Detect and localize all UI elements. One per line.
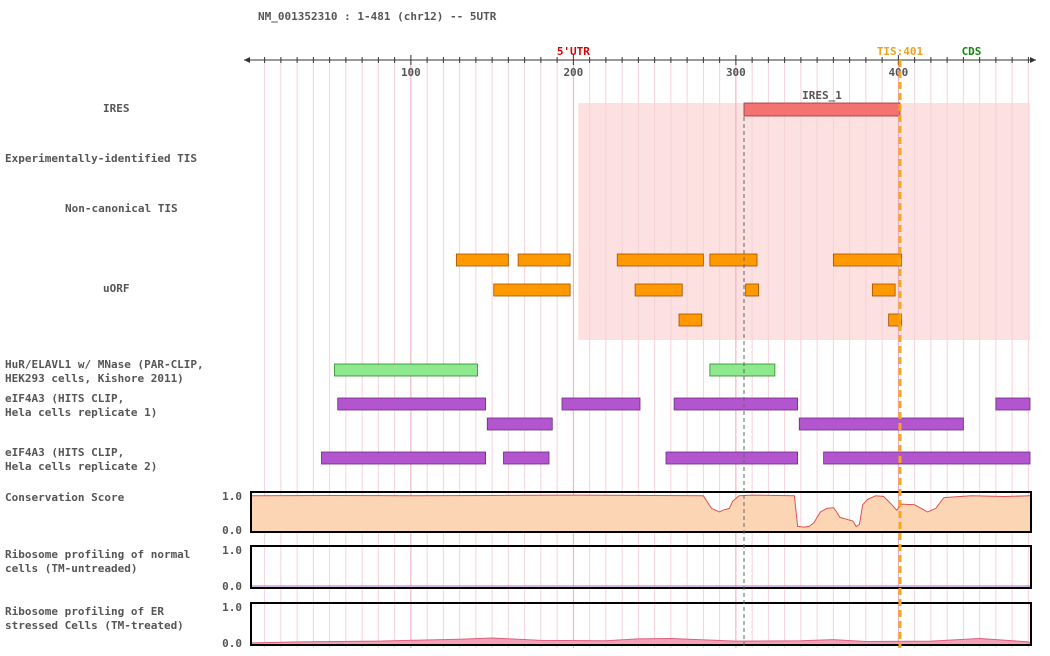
eif4a3-rep1-feature <box>798 417 964 431</box>
uorf-feature <box>517 253 571 267</box>
eif4a3-rep1-feature <box>561 397 641 411</box>
ribo-er-ymax-label: 1.0 <box>222 601 242 614</box>
track-label-ribo-er: Ribosome profiling of ER stressed Cells … <box>5 605 184 632</box>
conservation-area <box>250 495 1030 532</box>
track-label-ribo-normal: Ribosome profiling of normal cells (TM-u… <box>5 548 191 575</box>
region-label: TIS:401 <box>877 45 924 58</box>
axis-arrow-right <box>1030 57 1036 63</box>
eif4a3-rep1-feature <box>337 397 487 411</box>
conservation-ymin-label: 0.0 <box>222 524 242 537</box>
eif4a3-rep2-feature <box>823 451 1031 465</box>
axis-tick-label: 300 <box>726 66 746 79</box>
uorf-feature <box>493 283 571 297</box>
eif4a3-rep1-feature <box>486 417 553 431</box>
uorf-feature <box>832 253 903 267</box>
ribo-normal-ymax-label: 1.0 <box>222 544 242 557</box>
track-label-noncanonical-tis: Non-canonical TIS <box>65 202 178 215</box>
hur-feature <box>709 363 776 377</box>
conservation-line <box>249 494 1031 528</box>
track-label-uorf: uORF <box>103 282 130 295</box>
uorf-feature <box>616 253 704 267</box>
uorf-feature <box>745 283 760 297</box>
uorf-feature <box>871 283 896 297</box>
uorf-feature <box>888 313 903 327</box>
hur-feature <box>334 363 478 377</box>
eif4a3-rep2-feature <box>503 451 550 465</box>
region-label: CDS <box>962 45 982 58</box>
ribo-normal-frame <box>250 545 1032 589</box>
track-label-conservation: Conservation Score <box>5 491 125 504</box>
axis-tick-label: 400 <box>888 66 908 79</box>
conservation-frame <box>250 491 1032 533</box>
conservation-ymax-label: 1.0 <box>222 490 242 503</box>
eif4a3-rep1-feature <box>673 397 799 411</box>
uorf-feature <box>709 253 758 267</box>
region-label: 5'UTR <box>557 45 590 58</box>
ribo-er-line <box>249 637 1031 644</box>
highlight-region <box>578 103 1030 340</box>
track-label-eif4a3-rep2: eIF4A3 (HITS CLIP, Hela cells replicate … <box>5 446 158 473</box>
uorf-feature <box>455 253 509 267</box>
eif4a3-rep2-feature <box>321 451 487 465</box>
eif4a3-rep2-feature <box>665 451 799 465</box>
uorf-feature <box>634 283 683 297</box>
track-label-ires: IRES <box>103 102 130 115</box>
ires-feature-label: IRES_1 <box>802 89 842 102</box>
ribo-er-ymin-label: 0.0 <box>222 637 242 650</box>
track-label-eif4a3-rep1: eIF4A3 (HITS CLIP, Hela cells replicate … <box>5 392 158 419</box>
axis-tick-label: 200 <box>563 66 583 79</box>
ribo-er-frame <box>250 602 1032 646</box>
page-title: NM_001352310 : 1-481 (chr12) -- 5UTR <box>258 10 497 23</box>
track-label-exp-tis: Experimentally-identified TIS <box>5 152 198 165</box>
track-label-hur: HuR/ELAVL1 w/ MNase (PAR-CLIP, HEK293 ce… <box>5 358 204 385</box>
eif4a3-rep1-feature <box>995 397 1031 411</box>
ribo-normal-ymin-label: 0.0 <box>222 580 242 593</box>
axis-tick-label: 100 <box>401 66 421 79</box>
axis-arrow-left <box>244 57 250 63</box>
ires-feature <box>743 102 901 117</box>
uorf-feature <box>678 313 703 327</box>
